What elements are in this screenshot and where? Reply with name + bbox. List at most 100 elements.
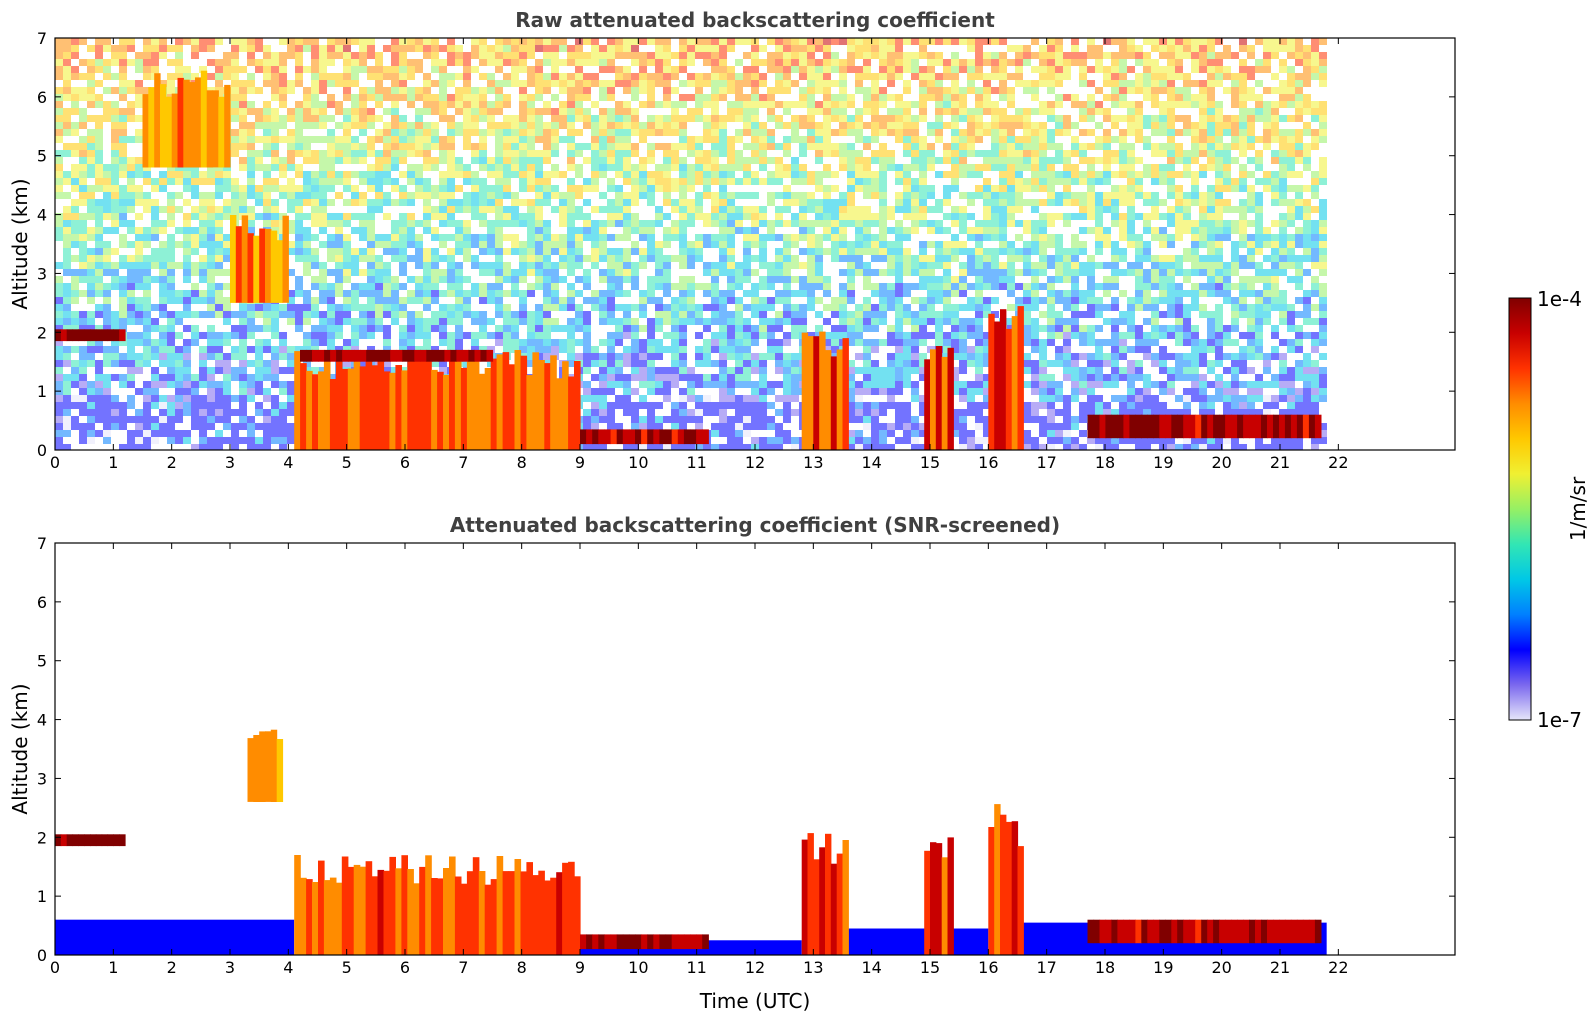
heatmap-cell bbox=[207, 395, 215, 402]
heatmap-cell bbox=[639, 73, 647, 80]
heatmap-cell bbox=[95, 80, 103, 87]
heatmap-cell bbox=[175, 388, 183, 395]
heatmap-cell bbox=[63, 283, 71, 290]
heatmap-cell bbox=[175, 430, 183, 437]
heatmap-cell bbox=[927, 185, 935, 192]
heatmap-cell bbox=[831, 52, 839, 59]
heatmap-cell bbox=[903, 206, 911, 213]
heatmap-cell bbox=[503, 192, 511, 199]
heatmap-cell bbox=[703, 234, 711, 241]
heatmap-cell bbox=[79, 94, 87, 101]
heatmap-cell bbox=[711, 45, 719, 52]
heatmap-cell bbox=[383, 234, 391, 241]
heatmap-cell bbox=[295, 38, 303, 45]
heatmap-cell bbox=[63, 122, 71, 129]
heatmap-cell bbox=[879, 73, 887, 80]
heatmap-cell bbox=[655, 297, 663, 304]
heatmap-cell bbox=[815, 59, 823, 66]
heatmap-cell bbox=[591, 297, 599, 304]
heatmap-cell bbox=[599, 353, 607, 360]
heatmap-cell bbox=[639, 171, 647, 178]
heatmap-cell bbox=[519, 269, 527, 276]
heatmap-cell bbox=[327, 171, 335, 178]
heatmap-cell bbox=[535, 157, 543, 164]
heatmap-cell bbox=[567, 241, 575, 248]
heatmap-cell bbox=[439, 94, 447, 101]
heatmap-cell bbox=[447, 115, 455, 122]
heatmap-cell bbox=[295, 192, 303, 199]
heatmap-cell bbox=[287, 87, 295, 94]
heatmap-cell bbox=[495, 241, 503, 248]
heatmap-cell bbox=[719, 311, 727, 318]
heatmap-cell bbox=[295, 122, 303, 129]
heatmap-cell bbox=[207, 374, 215, 381]
heatmap-cell bbox=[319, 178, 327, 185]
heatmap-cell bbox=[767, 66, 775, 73]
heatmap-cell bbox=[167, 290, 175, 297]
heatmap-cell bbox=[215, 59, 223, 66]
heatmap-cell bbox=[543, 199, 551, 206]
heatmap-cell bbox=[727, 269, 735, 276]
heatmap-cell bbox=[471, 290, 479, 297]
heatmap-cell bbox=[799, 87, 807, 94]
heatmap-cell bbox=[87, 360, 95, 367]
heatmap-cell bbox=[295, 290, 303, 297]
heatmap-cell bbox=[415, 122, 423, 129]
heatmap-cell bbox=[471, 178, 479, 185]
heatmap-cell bbox=[591, 122, 599, 129]
heatmap-cell bbox=[767, 87, 775, 94]
heatmap-cell bbox=[311, 87, 319, 94]
heatmap-cell bbox=[607, 255, 615, 262]
heatmap-cell bbox=[231, 87, 239, 94]
heatmap-cell bbox=[55, 444, 63, 450]
heatmap-cell bbox=[351, 38, 359, 45]
heatmap-cell bbox=[487, 164, 495, 171]
heatmap-cell bbox=[95, 199, 103, 206]
heatmap-cell bbox=[751, 423, 759, 430]
heatmap-cell bbox=[759, 297, 767, 304]
heatmap-cell bbox=[391, 199, 399, 206]
heatmap-cell bbox=[367, 213, 375, 220]
heatmap-cell bbox=[911, 192, 919, 199]
heatmap-cell bbox=[455, 87, 463, 94]
heatmap-cell bbox=[487, 73, 495, 80]
heatmap-cell bbox=[383, 73, 391, 80]
heatmap-cell bbox=[767, 318, 775, 325]
heatmap-cell bbox=[703, 325, 711, 332]
heatmap-cell bbox=[119, 199, 127, 206]
heatmap-cell bbox=[671, 339, 679, 346]
heatmap-cell bbox=[711, 304, 719, 311]
heatmap-cell bbox=[391, 157, 399, 164]
heatmap-cell bbox=[879, 318, 887, 325]
heatmap-cell bbox=[863, 416, 871, 423]
heatmap-cell bbox=[311, 346, 319, 353]
heatmap-cell bbox=[663, 185, 671, 192]
heatmap-cell bbox=[111, 164, 119, 171]
heatmap-cell bbox=[751, 269, 759, 276]
heatmap-cell bbox=[631, 94, 639, 101]
heatmap-cell bbox=[919, 73, 927, 80]
heatmap-cell bbox=[671, 255, 679, 262]
heatmap-cell bbox=[191, 178, 199, 185]
heatmap-cell bbox=[335, 136, 343, 143]
heatmap-cell bbox=[407, 45, 415, 52]
heatmap-cell bbox=[551, 269, 559, 276]
heatmap-cell bbox=[623, 332, 631, 339]
heatmap-cell bbox=[911, 52, 919, 59]
heatmap-cell bbox=[463, 136, 471, 143]
heatmap-cell bbox=[391, 66, 399, 73]
heatmap-cell bbox=[191, 248, 199, 255]
heatmap-cell bbox=[367, 185, 375, 192]
heatmap-cell bbox=[575, 227, 583, 234]
heatmap-cell bbox=[279, 367, 287, 374]
heatmap-cell bbox=[607, 311, 615, 318]
heatmap-cell bbox=[223, 66, 231, 73]
heatmap-cell bbox=[159, 283, 167, 290]
heatmap-cell bbox=[159, 276, 167, 283]
heatmap-cell bbox=[783, 276, 791, 283]
heatmap-cell bbox=[647, 374, 655, 381]
heatmap-cell bbox=[263, 108, 271, 115]
heatmap-cell bbox=[615, 52, 623, 59]
heatmap-cell bbox=[223, 353, 231, 360]
heatmap-cell bbox=[831, 297, 839, 304]
